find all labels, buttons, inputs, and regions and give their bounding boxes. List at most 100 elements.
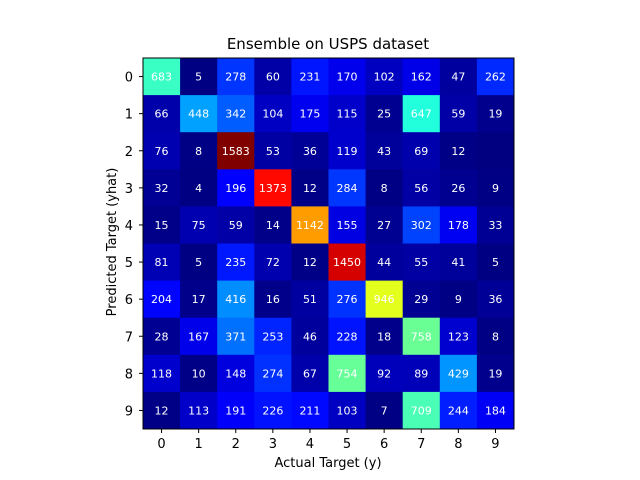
heatmap-cell xyxy=(291,317,329,356)
heatmap-cell-label: 14 xyxy=(266,219,280,232)
heatmap-cell-label: 148 xyxy=(225,367,246,380)
heatmap-cell xyxy=(328,280,367,319)
heatmap-cell xyxy=(476,58,515,96)
heatmap-cell-label: 27 xyxy=(377,219,391,232)
heatmap-cell-label: 56 xyxy=(414,182,428,195)
heatmap-cell xyxy=(365,317,404,356)
heatmap-cell-label: 47 xyxy=(451,71,465,84)
heatmap-cell-label: 758 xyxy=(411,330,432,343)
heatmap-cell-label: 29 xyxy=(414,293,428,306)
heatmap-cell xyxy=(291,243,329,282)
heatmap-cell xyxy=(217,317,255,356)
heatmap-cell-label: 12 xyxy=(303,182,317,195)
y-tick-label: 8 xyxy=(125,367,133,382)
heatmap-cell-label: 5 xyxy=(195,71,202,84)
heatmap-cell xyxy=(328,132,367,170)
heatmap-cell xyxy=(328,95,367,133)
heatmap-cell xyxy=(217,391,255,430)
heatmap-cell xyxy=(254,280,292,319)
x-tick-label: 9 xyxy=(491,437,499,452)
heatmap-cell xyxy=(365,132,404,170)
heatmap-cell xyxy=(291,354,329,393)
heatmap-cell xyxy=(476,391,515,430)
heatmap-cell xyxy=(254,206,292,244)
y-tick-label: 7 xyxy=(125,330,133,345)
heatmap-cell-label: 1583 xyxy=(222,145,250,158)
heatmap-cell-label: 178 xyxy=(448,219,469,232)
heatmap-cell xyxy=(291,132,329,170)
heatmap-cell xyxy=(180,58,218,96)
heatmap-cell-label: 5 xyxy=(195,256,202,269)
heatmap-cell xyxy=(217,280,255,319)
heatmap-cell-label: 18 xyxy=(377,330,391,343)
heatmap-cell-label: 371 xyxy=(225,330,246,343)
y-tick-label: 3 xyxy=(125,182,133,197)
heatmap-cell xyxy=(402,243,441,282)
heatmap-cell xyxy=(402,206,441,244)
x-tick-label: 7 xyxy=(417,437,425,452)
x-axis-ticks: 0 1 2 3 4 5 6 7 8 9 xyxy=(157,429,500,452)
heatmap-cell xyxy=(254,354,292,393)
x-tick-label: 0 xyxy=(157,437,165,452)
x-tick-label: 1 xyxy=(195,437,203,452)
heatmap-cell xyxy=(180,317,218,356)
heatmap-cell-label: 59 xyxy=(229,219,243,232)
heatmap-cell-label: 167 xyxy=(188,330,209,343)
heatmap-cell-label: 8 xyxy=(381,182,388,195)
heatmap-cell-label: 1142 xyxy=(296,219,324,232)
heatmap-cell-label: 191 xyxy=(225,404,246,417)
heatmap-cell xyxy=(402,132,441,170)
heatmap-cell xyxy=(439,132,478,170)
heatmap-cell xyxy=(365,243,404,282)
heatmap-cell-label: 15 xyxy=(155,219,169,232)
heatmap-cell xyxy=(328,169,367,207)
heatmap-cell-label: 1373 xyxy=(259,182,287,195)
heatmap-cell xyxy=(217,95,255,133)
heatmap-cells xyxy=(143,58,515,430)
heatmap-cell xyxy=(217,243,255,282)
heatmap-cell xyxy=(180,391,218,430)
heatmap-cell xyxy=(254,169,292,207)
heatmap-cell xyxy=(291,206,329,244)
heatmap-cell xyxy=(143,206,181,244)
heatmap-cell-label: 76 xyxy=(155,145,169,158)
heatmap-cell-label: 36 xyxy=(303,145,317,158)
heatmap-cell-label: 155 xyxy=(337,219,358,232)
heatmap-cell-label: 36 xyxy=(488,293,502,306)
heatmap-cell-label: 53 xyxy=(266,145,280,158)
heatmap-cell-label: 754 xyxy=(337,367,358,380)
heatmap-cell xyxy=(439,317,478,356)
heatmap-cell-label: 278 xyxy=(225,71,246,84)
heatmap-cell xyxy=(328,354,367,393)
heatmap-cell xyxy=(476,95,515,133)
heatmap-cell xyxy=(291,58,329,96)
heatmap-cell xyxy=(476,243,515,282)
heatmap-cell xyxy=(365,206,404,244)
x-tick-label: 4 xyxy=(306,437,314,452)
heatmap-cell-label: 113 xyxy=(188,404,209,417)
heatmap-cell-label: 5 xyxy=(492,256,499,269)
heatmap-cell-label: 647 xyxy=(411,108,432,121)
heatmap-cell xyxy=(365,58,404,96)
heatmap-cell-label: 184 xyxy=(485,404,506,417)
heatmap-cell-label: 342 xyxy=(225,108,246,121)
heatmap-cell xyxy=(180,132,218,170)
y-tick-label: 1 xyxy=(125,108,133,123)
heatmap-cell xyxy=(439,280,478,319)
heatmap-cell xyxy=(143,95,181,133)
heatmap-cell-label: 9 xyxy=(455,293,462,306)
heatmap-cell-label: 41 xyxy=(451,256,465,269)
heatmap-cell xyxy=(143,354,181,393)
heatmap-cell xyxy=(180,354,218,393)
heatmap-cell-label: 7 xyxy=(381,404,388,417)
heatmap-cell xyxy=(402,317,441,356)
heatmap-cell-label: 274 xyxy=(262,367,283,380)
heatmap-cell xyxy=(291,95,329,133)
heatmap-cell xyxy=(365,280,404,319)
heatmap-cell-label: 12 xyxy=(303,256,317,269)
heatmap-cell xyxy=(328,391,367,430)
heatmap-cell-label: 103 xyxy=(337,404,358,417)
heatmap-cell xyxy=(476,132,515,170)
heatmap-cell-label: 104 xyxy=(262,108,283,121)
